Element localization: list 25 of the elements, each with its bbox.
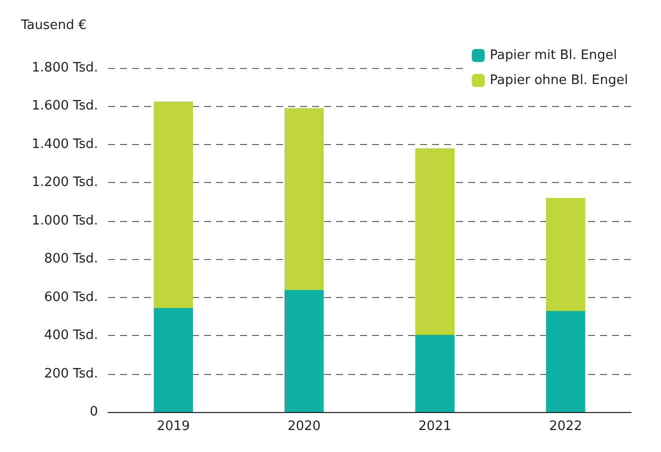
bar — [284, 108, 324, 290]
y-tick-label: 1.800 Tsd. — [32, 60, 98, 76]
bar — [546, 198, 586, 311]
y-tick-label: 800 Tsd. — [44, 252, 98, 267]
bar — [154, 101, 193, 308]
bar — [415, 334, 454, 412]
y-tick-label: 600 Tsd. — [44, 290, 98, 305]
x-tick-label: 2020 — [288, 419, 321, 434]
bar — [546, 310, 586, 412]
bar — [284, 290, 324, 412]
y-tick-label: 1.200 Tsd. — [32, 175, 98, 190]
x-tick-label: 2019 — [156, 419, 190, 434]
y-tick-label: 0 — [90, 404, 98, 420]
y-tick-label: 1.000 Tsd. — [32, 213, 98, 228]
bar — [154, 308, 193, 412]
bar — [415, 148, 454, 335]
x-tick-label: 2021 — [418, 419, 452, 434]
legend-label: Papier mit Bl. Engel — [490, 48, 617, 63]
y-tick-label: 1.400 Tsd. — [32, 136, 98, 152]
y-tick-label: 200 Tsd. — [44, 366, 98, 382]
legend-label: Papier ohne Bl. Engel — [490, 73, 628, 88]
y-axis-title: Tausend € — [20, 18, 87, 33]
y-tick-label: 1.600 Tsd. — [32, 98, 98, 114]
x-tick-label: 2022 — [549, 419, 582, 434]
y-tick-label: 400 Tsd. — [44, 328, 98, 344]
